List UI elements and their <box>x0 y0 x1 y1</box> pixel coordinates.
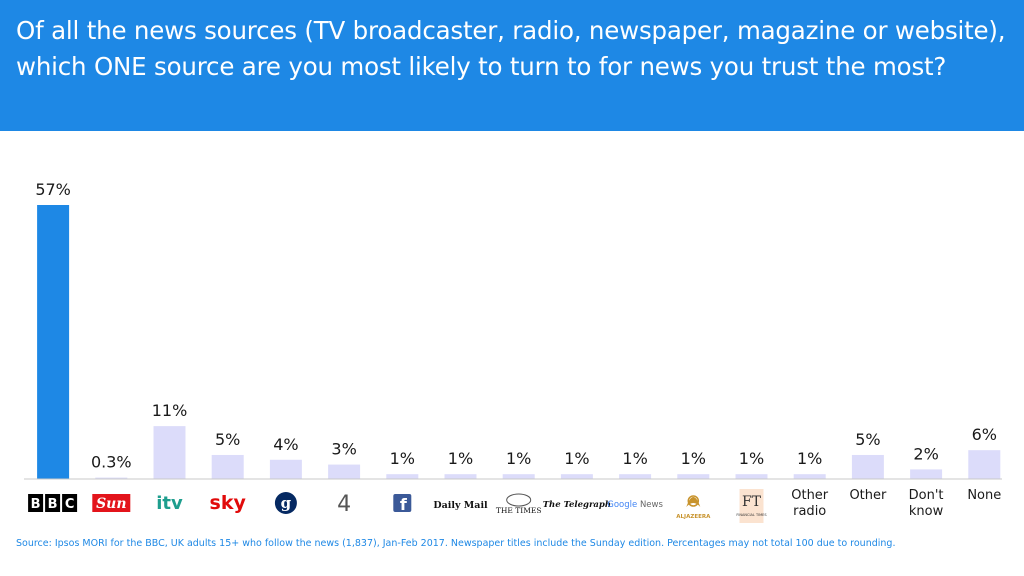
svg-text:Google News: Google News <box>607 500 663 510</box>
value-label: 11% <box>152 401 188 420</box>
bar-al-jazeera <box>677 474 710 479</box>
value-labels-group: 57% 0.3% 11% 5% 4% 3% 1% 1% 1% 1% 1% 1% 1% 1% 5% 2% 6% <box>35 180 997 472</box>
bar-channel-4 <box>328 464 361 479</box>
itv-logo: itv <box>156 493 183 514</box>
bar-the-guardian <box>269 459 302 479</box>
svg-text:FT: FT <box>742 494 762 510</box>
svg-text:FINANCIAL TIMES: FINANCIAL TIMES <box>736 513 767 517</box>
chart-question: Of all the news sources (TV broadcaster,… <box>16 16 1006 81</box>
category-labels-group: Other radio Other Don't know None <box>791 488 1001 519</box>
ft-logo: FT FINANCIAL TIMES <box>736 489 767 523</box>
value-label: 1% <box>564 449 589 468</box>
svg-text:f: f <box>400 495 408 514</box>
the-times-logo: THE TIMES <box>496 493 542 515</box>
bar-the-times <box>502 474 535 479</box>
bar-itv <box>153 426 186 479</box>
bar-bbc <box>37 205 70 479</box>
value-label: 6% <box>972 425 997 444</box>
svg-text:THE TIMES: THE TIMES <box>496 506 542 515</box>
al-jazeera-logo: ALJAZEERA <box>676 495 711 520</box>
bars-group <box>37 205 1001 479</box>
facebook-logo: f <box>393 494 412 514</box>
value-label: 57% <box>35 180 71 199</box>
source-footnote: Source: Ipsos MORI for the BBC, UK adult… <box>16 538 896 549</box>
svg-text:Sun: Sun <box>96 496 126 512</box>
svg-text:Daily Mail: Daily Mail <box>433 500 488 511</box>
bar-chart: 57% 0.3% 11% 5% 4% 3% 1% 1% 1% 1% 1% 1% 1% 1% 5% 2% 6% B… <box>24 180 1002 523</box>
svg-text:sky: sky <box>210 492 247 514</box>
value-label: 1% <box>681 449 706 468</box>
svg-text:B: B <box>48 497 58 512</box>
bar-other-radio <box>793 474 826 479</box>
bar-don-t-know <box>910 469 943 479</box>
value-label: 5% <box>855 430 880 449</box>
value-label: 0.3% <box>91 453 132 472</box>
bar-google-news <box>619 474 652 479</box>
bar-ft <box>735 474 768 479</box>
guardian-logo: g <box>274 492 297 514</box>
telegraph-logo: The Telegraph <box>543 500 611 510</box>
bar-facebook <box>386 474 419 479</box>
svg-text:4: 4 <box>337 492 351 517</box>
svg-text:B: B <box>31 497 41 512</box>
channel4-logo: 4 <box>337 492 351 517</box>
svg-text:g: g <box>281 494 292 512</box>
value-label: 1% <box>448 449 473 468</box>
bar-other <box>851 454 884 479</box>
svg-text:itv: itv <box>156 493 183 514</box>
category-label: Other <box>849 488 887 503</box>
value-label: 1% <box>797 449 822 468</box>
category-label: Don't know <box>909 488 944 519</box>
bar-the-sun <box>95 477 128 479</box>
value-label: 1% <box>622 449 647 468</box>
svg-text:C: C <box>65 497 75 512</box>
daily-mail-logo: Daily Mail <box>433 500 488 511</box>
bar-sky <box>211 454 244 479</box>
category-label: None <box>967 488 1001 503</box>
google-news-logo: Google News <box>607 500 663 510</box>
bar-none <box>968 450 1001 479</box>
svg-text:ALJAZEERA: ALJAZEERA <box>676 514 711 520</box>
the-sun-logo: Sun <box>92 494 131 512</box>
value-label: 1% <box>390 449 415 468</box>
value-label: 2% <box>913 444 938 463</box>
bar-the-telegraph <box>560 474 593 479</box>
value-label: 1% <box>739 449 764 468</box>
sky-logo: sky <box>210 492 247 514</box>
category-label: Other radio <box>791 488 829 519</box>
value-label: 4% <box>273 435 298 454</box>
svg-text:The Telegraph: The Telegraph <box>543 500 611 510</box>
bar-daily-mail <box>444 474 477 479</box>
header-banner: Of all the news sources (TV broadcaster,… <box>0 0 1024 131</box>
value-label: 1% <box>506 449 531 468</box>
value-label: 5% <box>215 430 240 449</box>
value-label: 3% <box>331 440 356 459</box>
